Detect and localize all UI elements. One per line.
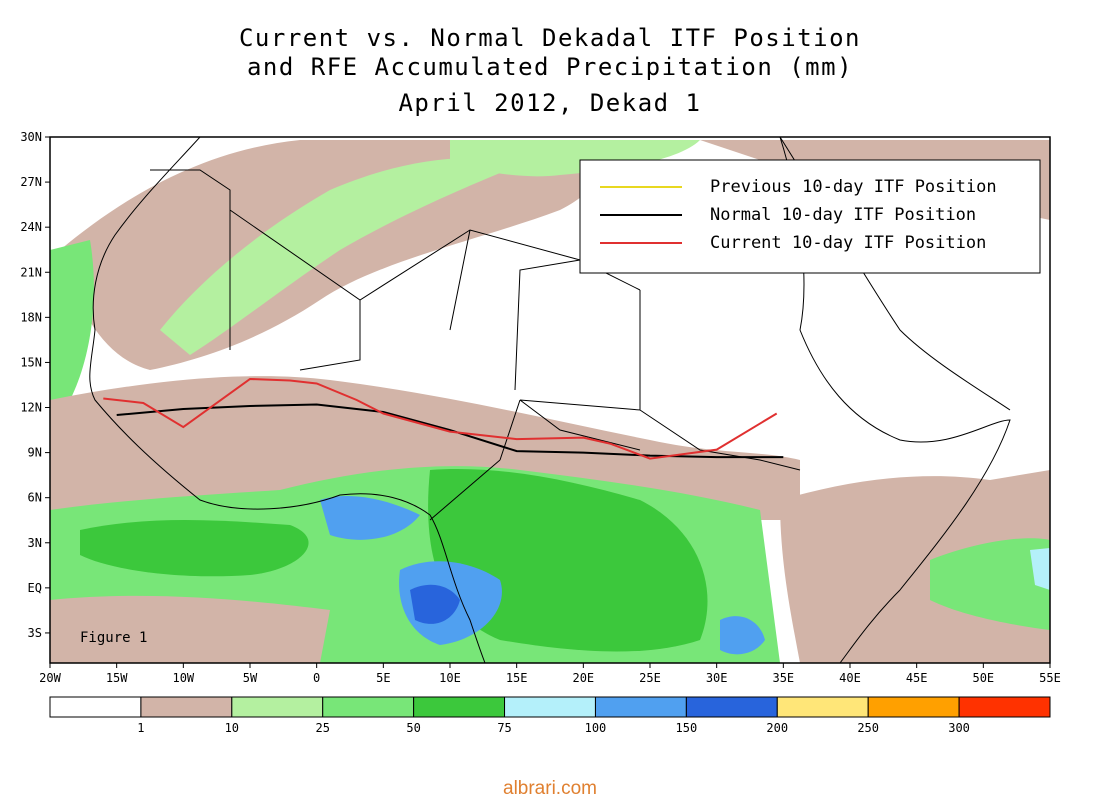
figure-label: Figure 1 — [80, 630, 147, 646]
lat-tick-label: 24N — [20, 220, 42, 234]
colorbar-label: 100 — [585, 721, 607, 735]
coastline-east — [779, 137, 1011, 663]
lon-tick-label: 20E — [572, 671, 594, 685]
colorbar-segment — [685, 696, 778, 718]
lon-tick-label: 25E — [639, 671, 661, 685]
lat-tick-label: 12N — [20, 401, 42, 415]
colorbar-label: 10 — [225, 721, 239, 735]
border — [150, 169, 801, 521]
colorbar: 1 10 25 50 75 100 150 200 250 300 — [49, 696, 1051, 735]
lat-tick-label: 9N — [28, 446, 42, 460]
precip-zone-lakes-blue — [720, 616, 765, 655]
precip-zone-guinea-blue — [320, 495, 420, 540]
lat-tick-label: EQ — [28, 581, 42, 595]
lon-tick-label: 20W — [39, 671, 61, 685]
precip-zone-east-blue — [1030, 548, 1050, 590]
colorbar-segment — [504, 696, 596, 718]
colorbar-segment — [231, 696, 324, 718]
lon-tick-label: 0 — [313, 671, 320, 685]
colorbar-segment — [776, 696, 869, 718]
lat-tick-label: 15N — [20, 355, 42, 369]
chart-title-line3: April 2012, Dekad 1 — [398, 89, 702, 117]
legend-label-normal: Normal 10-day ITF Position — [710, 205, 976, 225]
lon-tick-label: 15E — [506, 671, 528, 685]
lon-tick-label: 45E — [906, 671, 928, 685]
lat-tick-label: 3N — [28, 536, 42, 550]
lat-tick-label: 30N — [20, 130, 42, 144]
lon-tick-label: 10W — [172, 671, 194, 685]
colorbar-segment — [594, 696, 687, 718]
colorbar-segment — [49, 696, 142, 718]
lon-tick-label: 10E — [439, 671, 461, 685]
precip-zone-east-green — [930, 538, 1050, 630]
colorbar-segment — [867, 696, 960, 718]
lon-tick-label: 5W — [243, 671, 258, 685]
lat-tick-label: 3S — [28, 626, 42, 640]
lat-tick-label: 18N — [20, 310, 42, 324]
colorbar-label: 1 — [137, 721, 144, 735]
lon-tick-label: 40E — [839, 671, 861, 685]
lat-tick-labels: 30N 27N 24N 21N 18N 15N 12N 9N 6N 3N EQ 3S — [20, 130, 50, 640]
coastline-and-borders — [89, 137, 1011, 663]
colorbar-segment — [958, 696, 1051, 718]
lon-tick-label: 50E — [972, 671, 994, 685]
colorbar-label: 250 — [857, 721, 879, 735]
colorbar-label: 25 — [316, 721, 330, 735]
itf-current-line — [103, 377, 778, 460]
colorbar-label: 50 — [406, 721, 420, 735]
watermark: albrari.com — [503, 778, 597, 799]
precip-zone-guinea-dark — [80, 520, 309, 577]
lat-tick-label: 6N — [28, 491, 42, 505]
lon-tick-label: 55E — [1039, 671, 1061, 685]
legend-label-previous: Previous 10-day ITF Position — [710, 177, 997, 197]
precip-zone-sahara-green — [160, 158, 520, 355]
colorbar-segment — [413, 696, 506, 718]
lon-tick-label: 35E — [772, 671, 794, 685]
colorbar-label: 75 — [497, 721, 511, 735]
precipitation-fields — [50, 140, 1050, 663]
lon-tick-label: 5E — [376, 671, 390, 685]
chart-title-line2: and RFE Accumulated Precipitation (mm) — [246, 53, 854, 81]
colorbar-segment — [322, 696, 415, 718]
lat-tick-label: 21N — [20, 265, 42, 279]
colorbar-label: 200 — [766, 721, 788, 735]
legend-box — [579, 159, 1041, 274]
precip-zone-guinea-pink — [50, 595, 330, 663]
lon-tick-label: 15W — [106, 671, 128, 685]
lat-tick-label: 27N — [20, 175, 42, 189]
colorbar-segment — [140, 696, 233, 718]
colorbar-label: 300 — [948, 721, 970, 735]
chart-title-line1: Current vs. Normal Dekadal ITF Position — [238, 24, 862, 52]
precip-zone-atlantic-west — [50, 240, 94, 420]
precip-zone-congo-deep — [410, 584, 460, 624]
map-frame — [49, 136, 1051, 664]
precip-zone-ne-green — [450, 140, 700, 177]
lon-tick-label: 30E — [706, 671, 728, 685]
legend: Previous 10-day ITF Position Normal 10-d… — [579, 159, 1041, 274]
coastline — [89, 137, 486, 663]
colorbar-label: 150 — [676, 721, 698, 735]
legend-label-current: Current 10-day ITF Position — [710, 233, 986, 253]
lon-tick-labels: 20W 15W 10W 5W 0 5E 10E 15E 20E 25E 30E 35E 40E 45E 50… — [39, 663, 1061, 685]
